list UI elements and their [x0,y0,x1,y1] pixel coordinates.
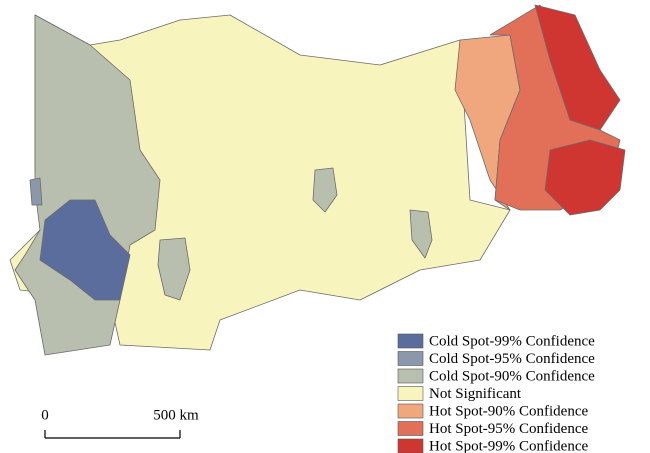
region [534,4,621,131]
legend: Cold Spot-99% Confidence Cold Spot-95% Co… [397,333,595,453]
legend-label: Hot Spot-95% Confidence [429,421,588,437]
scale-end-label: 500 km [153,407,199,423]
legend-swatch [397,351,424,366]
region [544,139,626,216]
legend-swatch [397,386,424,401]
legend-label: Cold Spot-99% Confidence [429,333,595,349]
region [39,199,131,301]
legend-swatch [397,403,424,419]
legend-label: Cold Spot-90% Confidence [429,368,595,384]
region [9,14,511,351]
legend-label: Hot Spot-99% Confidence [429,438,588,453]
legend-swatch [397,333,424,349]
map-regions [9,4,626,356]
legend-label: Not Significant [429,386,522,402]
legend-label: Cold Spot-95% Confidence [429,351,595,367]
scale-bar: 0 500 km [41,407,199,439]
region [157,237,191,301]
legend-label: Hot Spot-90% Confidence [429,403,588,419]
legend-swatch [397,421,424,436]
region [29,177,43,206]
region [312,167,338,213]
legend-swatch [397,438,424,453]
scale-start-label: 0 [41,407,49,423]
legend-swatch [397,368,424,384]
region [409,209,433,259]
